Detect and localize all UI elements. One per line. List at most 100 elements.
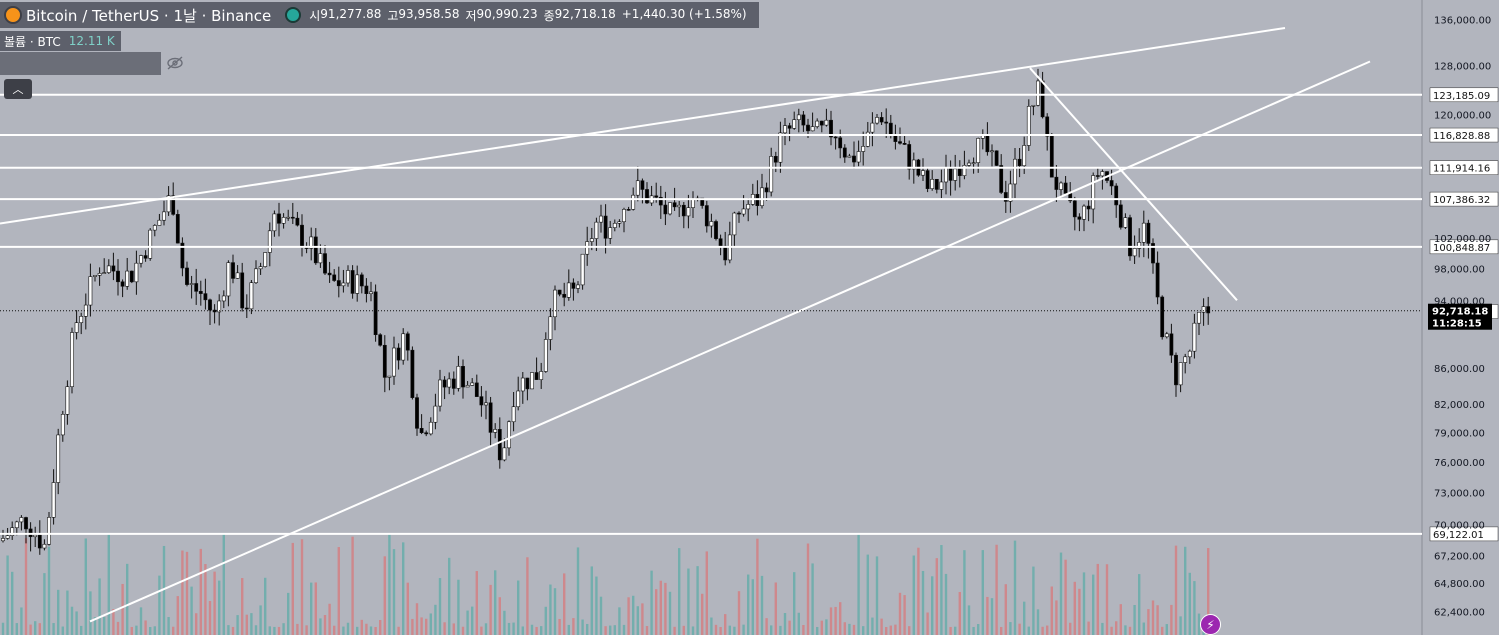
- volume-bar: [650, 570, 653, 635]
- candle-body: [1197, 311, 1201, 324]
- candle-body: [1017, 158, 1022, 167]
- volume-bar: [397, 626, 400, 635]
- volume-bar: [466, 610, 469, 635]
- volume-bar: [1161, 626, 1164, 635]
- volume-bar: [530, 624, 534, 635]
- candle-body: [792, 119, 797, 129]
- volume-bar: [954, 626, 957, 635]
- candle-body: [704, 205, 709, 227]
- candle-body: [272, 213, 277, 232]
- candle-body: [617, 221, 622, 224]
- candle-body: [33, 534, 38, 538]
- candle-body: [231, 262, 235, 279]
- candle-body: [879, 117, 884, 123]
- candle-body: [1077, 216, 1082, 220]
- candle-body: [925, 170, 930, 189]
- volume-bar: [595, 576, 598, 635]
- candle-body: [824, 119, 829, 126]
- candle-body: [74, 322, 79, 333]
- volume-bar: [167, 616, 170, 635]
- y-tick-label: 79,000.00: [1434, 428, 1485, 439]
- countdown-value: 11:28:15: [1432, 319, 1482, 330]
- volume-bar: [507, 622, 511, 635]
- y-tick-label: 62,400.00: [1434, 608, 1485, 619]
- candle-body: [1151, 243, 1155, 264]
- candle-body: [1137, 241, 1142, 249]
- candle-body: [465, 385, 470, 388]
- candle-body: [686, 207, 691, 217]
- volume-bar: [52, 623, 55, 635]
- volume-bar: [406, 582, 409, 635]
- volume-bar: [1, 622, 5, 635]
- candle-body: [281, 217, 286, 224]
- candle-body: [244, 307, 249, 310]
- volume-bar: [425, 618, 428, 635]
- volume-bar: [1188, 572, 1191, 635]
- volume-bar: [682, 625, 685, 635]
- volume-bar: [770, 625, 773, 635]
- volume-bar: [921, 570, 925, 635]
- candle-body: [1164, 333, 1169, 338]
- volume-bar: [563, 573, 566, 635]
- candle-body: [746, 204, 751, 210]
- candle-body: [65, 386, 70, 415]
- candle-body: [28, 528, 33, 538]
- level-label-box: [1429, 526, 1499, 542]
- symbol-title[interactable]: Bitcoin / TetherUS · 1날 · Binance: [26, 6, 272, 25]
- candle-body: [953, 168, 958, 181]
- candle-body: [898, 141, 902, 144]
- volume-bar: [1124, 625, 1127, 635]
- last-price-value: 92,718.18: [1432, 307, 1488, 318]
- chevron-up-icon[interactable]: ︿: [4, 79, 32, 99]
- candle-body: [801, 114, 806, 126]
- volume-bar: [806, 543, 810, 635]
- volume-bar: [1170, 604, 1173, 635]
- volume-bar: [1165, 624, 1168, 635]
- candle-body: [5, 535, 10, 539]
- candle-body: [346, 270, 350, 284]
- volume-bar: [1096, 563, 1099, 635]
- candle-body: [42, 543, 47, 549]
- volume-bar: [323, 615, 327, 635]
- candle-body: [622, 209, 626, 223]
- volume-bar: [452, 623, 455, 635]
- volume-bar: [733, 626, 736, 635]
- trendline: [89, 60, 1371, 623]
- candle-body: [806, 124, 810, 132]
- volume-bar: [254, 625, 258, 635]
- candle-body: [415, 397, 419, 429]
- lightning-icon[interactable]: ⚡: [1200, 614, 1221, 635]
- volume-bar: [843, 622, 846, 635]
- candle-body: [447, 378, 452, 388]
- candle-body: [571, 282, 576, 289]
- candle-body: [599, 215, 603, 223]
- candle-body: [194, 283, 199, 292]
- volume-bar: [797, 612, 800, 635]
- volume-bar: [287, 592, 290, 635]
- y-tick-label: 128,000.00: [1434, 62, 1491, 73]
- candle-body: [783, 125, 787, 134]
- volume-bar: [889, 625, 892, 635]
- volume-bar: [103, 616, 106, 635]
- y-tick-label: 70,000.00: [1434, 520, 1485, 531]
- candle-body: [1109, 180, 1114, 187]
- volume-bar: [1078, 588, 1081, 635]
- hidden-indicator-row[interactable]: [0, 52, 161, 75]
- volume-bar: [875, 556, 879, 635]
- candle-body: [967, 162, 971, 166]
- candle-body: [139, 255, 143, 264]
- volume-bar: [526, 557, 529, 635]
- volume-bar: [356, 626, 359, 635]
- level-label-box: [1429, 160, 1499, 175]
- volume-bar: [162, 545, 166, 635]
- candle-body: [37, 534, 42, 549]
- volume-bar: [540, 626, 543, 635]
- volume-bar: [149, 627, 152, 635]
- candle-body: [258, 266, 263, 270]
- candle-body: [539, 371, 544, 380]
- eye-off-icon[interactable]: [166, 56, 184, 70]
- candle-body: [263, 252, 268, 267]
- volume-bar: [1179, 616, 1182, 635]
- volume-legend[interactable]: 볼륨 · BTC 12.11 K: [0, 31, 121, 51]
